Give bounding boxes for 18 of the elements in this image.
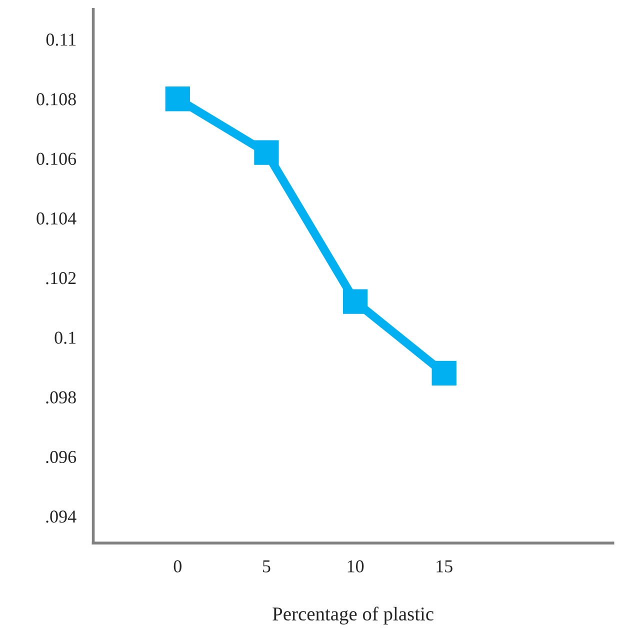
y-tick-label: .094 [46, 510, 76, 523]
y-tick-label: .102 [46, 272, 76, 284]
x-tick-label: 15 [436, 560, 452, 572]
point [254, 140, 279, 165]
y-tick-label: 0.108 [36, 93, 76, 106]
x-tick-label: 0 [174, 560, 182, 572]
point [432, 360, 456, 386]
y-tick-label: 0.1 [54, 332, 76, 344]
y-tick-label: 0.11 [46, 34, 76, 46]
point [342, 289, 368, 314]
x-axis-title: Percentage of plastic [272, 606, 434, 625]
x-tick-label: 10 [348, 560, 364, 572]
x-tick-label: 5 [263, 560, 270, 572]
y-tick-label: 0.106 [36, 152, 76, 166]
y-tick-label: 0.104 [36, 212, 76, 225]
point [165, 86, 190, 112]
y-tick-label: .096 [46, 450, 76, 464]
y-tick-label: .098 [46, 391, 76, 404]
